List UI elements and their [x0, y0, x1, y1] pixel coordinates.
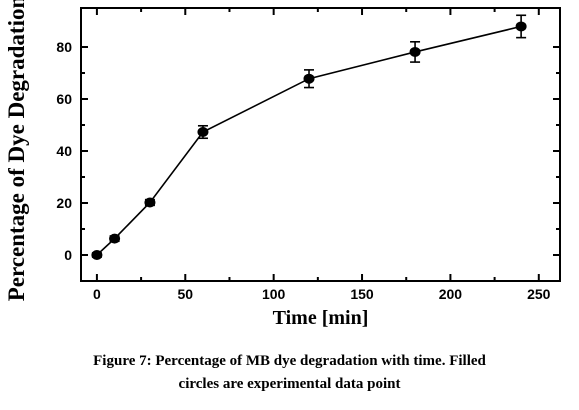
- x-tick-label: 100: [262, 286, 286, 302]
- x-tick-label: 50: [177, 286, 193, 302]
- y-tick-label: 80: [56, 39, 72, 55]
- x-tick-label: 250: [527, 286, 551, 302]
- data-point: [197, 127, 209, 138]
- x-tick-label: 200: [439, 286, 463, 302]
- plot-frame: [80, 7, 561, 282]
- caption-label: Figure 7:: [93, 353, 152, 369]
- y-tick-label: 60: [56, 91, 72, 107]
- data-point: [409, 46, 421, 57]
- caption-line-2: circles are experimental data point: [178, 376, 401, 392]
- data-point: [91, 250, 103, 260]
- data-point: [303, 73, 315, 84]
- y-tick-label: 40: [56, 143, 72, 159]
- y-tick-label: 20: [56, 195, 72, 211]
- data-point: [109, 233, 121, 244]
- chart-svg: 0 50 100 150 200 250 0 20 40 60 80 Time [min] Perc…: [4, 0, 561, 329]
- x-tick-label: 0: [93, 286, 101, 302]
- data-point: [144, 197, 156, 208]
- series: [91, 14, 527, 260]
- y-tick-label: 0: [64, 247, 72, 263]
- x-tick-label: 150: [350, 286, 374, 302]
- data-point: [515, 21, 527, 32]
- caption-line-1: Figure 7: Percentage of MB dye degradati…: [0, 350, 579, 373]
- y-axis-title: Percentage of Dye Degradation: [4, 0, 29, 301]
- axes: [80, 7, 561, 282]
- chart: 0 50 100 150 200 250 0 20 40 60 80 Time [min] Perc…: [4, 0, 561, 329]
- figure-caption: Figure 7: Percentage of MB dye degradati…: [0, 350, 579, 396]
- series-line: [96, 25, 522, 256]
- x-axis-title: Time [min]: [273, 307, 369, 329]
- caption-text-1: Percentage of MB dye degradation with ti…: [155, 353, 486, 369]
- ticks: 0 50 100 150 200 250 0 20 40 60 80: [56, 8, 560, 302]
